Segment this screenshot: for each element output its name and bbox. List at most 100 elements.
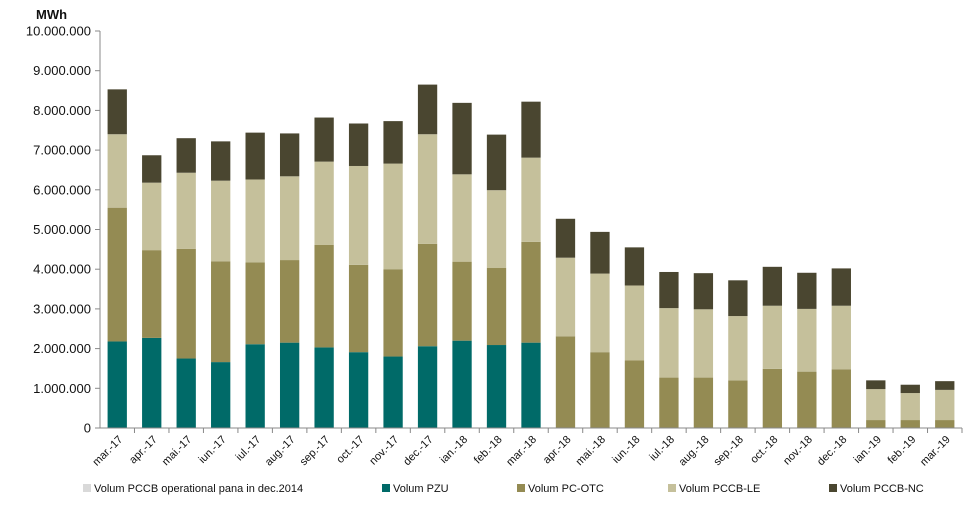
bar-segment-volum-pccb-le	[624, 285, 645, 361]
bar-segment-volum-pzu	[383, 356, 403, 428]
x-tick-label: dec.-18	[815, 434, 849, 468]
bar-segment-volum-pc-otc	[555, 336, 576, 428]
bar-segment-volum-pc-otc	[935, 420, 955, 428]
y-tick-label: 1.000.000	[33, 381, 91, 396]
y-tick-label: 8.000.000	[33, 103, 91, 118]
x-tick-label: ian.-18	[438, 434, 470, 466]
x-tick-label: iun.-17	[197, 434, 229, 466]
bar-segment-volum-pzu	[142, 337, 162, 428]
x-tick-label: sep.-17	[298, 434, 332, 468]
bar-segment-volum-pc-otc	[693, 377, 714, 428]
bar-segment-volum-pc-otc	[417, 243, 438, 347]
legend-label: Volum PC-OTC	[528, 483, 604, 495]
x-tick-label: apr.-18	[541, 434, 574, 467]
bar-segment-volum-pccb-nc	[279, 133, 300, 177]
bar-segment-volum-pccb-le	[762, 305, 783, 369]
bar-segment-volum-pc-otc	[900, 420, 920, 428]
bar-segment-volum-pccb-nc	[624, 247, 645, 286]
x-tick-label: mar.-19	[918, 434, 953, 469]
bar-segment-volum-pc-otc	[659, 377, 679, 428]
x-tick-label: mai.-18	[574, 434, 608, 468]
bar-segment-volum-pccb-le	[211, 180, 231, 262]
y-tick-label: 0	[84, 421, 91, 436]
bar-segment-volum-pccb-nc	[659, 271, 679, 309]
bar-segment-volum-pccb-nc	[866, 380, 886, 390]
legend-label: Volum PCCB-NC	[840, 483, 924, 495]
y-tick-label: 3.000.000	[33, 301, 91, 316]
bar-segment-volum-pccb-le	[728, 316, 748, 381]
legend-label: Volum PZU	[393, 483, 449, 495]
bar-segment-volum-pc-otc	[314, 244, 334, 348]
x-tick-label: feb.-18	[472, 434, 505, 467]
y-tick-label: 6.000.000	[33, 182, 91, 197]
bar-segment-volum-pccb-nc	[762, 266, 783, 306]
bar-segment-volum-pc-otc	[383, 269, 403, 357]
y-tick-label: 5.000.000	[33, 222, 91, 237]
bar-segment-volum-pc-otc	[211, 261, 231, 363]
bar-segment-volum-pzu	[417, 346, 438, 428]
bar-segment-volum-pccb-nc	[142, 155, 162, 183]
bar-segment-volum-pccb-le	[693, 309, 714, 378]
bar-segment-volum-pccb-nc	[176, 138, 196, 173]
bar-segment-volum-pc-otc	[279, 260, 300, 343]
x-tick-label: iul.-18	[647, 434, 677, 464]
bar-segment-volum-pccb-le	[797, 308, 817, 372]
bar-segment-volum-pccb-nc	[417, 84, 438, 135]
bar-segment-volum-pc-otc	[590, 352, 610, 428]
bar-segment-volum-pccb-le	[659, 308, 679, 378]
legend-swatch	[829, 484, 837, 492]
bar-segment-volum-pccb-le	[142, 182, 162, 251]
x-tick-label: dec.-17	[401, 434, 435, 468]
y-tick-label: 10.000.000	[26, 24, 91, 39]
bar-segment-volum-pzu	[452, 340, 472, 428]
bar-segment-volum-pc-otc	[452, 261, 472, 341]
bar-segment-volum-pc-otc	[486, 268, 507, 346]
bar-segment-volum-pzu	[314, 347, 334, 428]
bar-segment-volum-pccb-le	[314, 161, 334, 245]
bar-segment-volum-pccb-nc	[555, 218, 576, 258]
bar-segment-volum-pccb-le	[831, 305, 851, 370]
bar-segment-volum-pccb-nc	[797, 272, 817, 309]
x-tick-label: mai.-17	[160, 434, 194, 468]
bar-segment-volum-pccb-le	[900, 393, 920, 421]
y-tick-label: 7.000.000	[33, 143, 91, 158]
bar-segment-volum-pc-otc	[176, 248, 196, 359]
bar-segment-volum-pc-otc	[831, 369, 851, 428]
legend-swatch	[382, 484, 390, 492]
bar-segment-volum-pccb-nc	[728, 280, 748, 317]
y-tick-label: 9.000.000	[33, 63, 91, 78]
bar-segment-volum-pzu	[348, 352, 369, 428]
bar-segment-volum-pccb-nc	[211, 141, 231, 181]
y-tick-label: 4.000.000	[33, 262, 91, 277]
x-tick-label: apr.-17	[127, 434, 160, 467]
bar-segment-volum-pc-otc	[348, 264, 369, 353]
x-tick-label: iun.-18	[610, 434, 642, 466]
x-tick-label: aug.-18	[677, 434, 712, 469]
bar-segment-volum-pzu	[279, 342, 300, 428]
bar-segment-volum-pccb-le	[176, 172, 196, 249]
x-tick-label: oct.-18	[748, 434, 780, 466]
x-tick-label: oct.-17	[334, 434, 366, 466]
x-tick-label: feb.-19	[886, 434, 919, 467]
x-tick-label: mar.-18	[504, 434, 539, 469]
bar-segment-volum-pccb-nc	[107, 89, 127, 135]
x-tick-label: nov.-18	[781, 434, 815, 468]
legend-label: Volum PCCB-LE	[679, 483, 760, 495]
x-tick-label: mar.-17	[91, 434, 126, 469]
bar-segment-volum-pc-otc	[728, 380, 748, 428]
bar-segment-volum-pccb-le	[555, 257, 576, 337]
bar-segment-volum-pccb-nc	[935, 381, 955, 390]
bar-segment-volum-pccb-le	[521, 157, 541, 242]
x-tick-label: iul.-17	[234, 434, 264, 464]
bar-segment-volum-pzu	[521, 342, 541, 428]
bar-segment-volum-pccb-le	[417, 134, 438, 244]
legend-swatch	[517, 484, 525, 492]
bar-segment-volum-pzu	[107, 341, 127, 428]
bar-segment-volum-pzu	[211, 362, 231, 428]
bar-segment-volum-pc-otc	[107, 207, 127, 342]
x-tick-label: ian.-19	[852, 434, 884, 466]
bar-segment-volum-pc-otc	[142, 250, 162, 338]
bar-segment-volum-pc-otc	[866, 420, 886, 428]
bar-segment-volum-pccb-nc	[245, 132, 265, 180]
